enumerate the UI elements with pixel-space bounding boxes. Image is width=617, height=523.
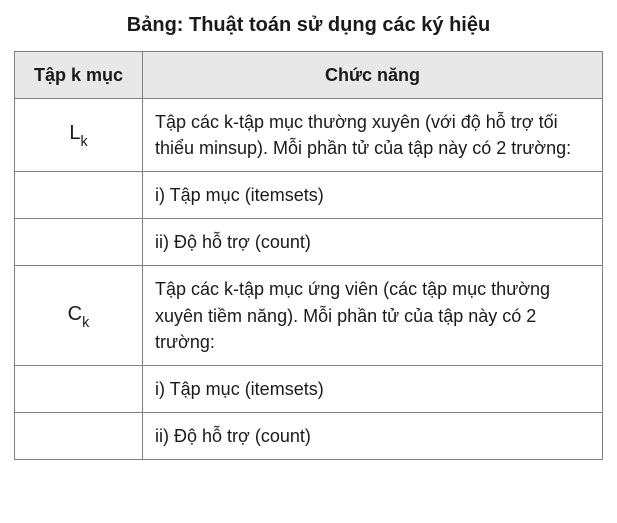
table-row: i) Tập mục (itemsets) [15,365,603,412]
header-col2: Chức năng [143,52,603,99]
desc-cell: i) Tập mục (itemsets) [143,172,603,219]
table-row: ii) Độ hỗ trợ (count) [15,412,603,459]
symbol-sub: k [82,315,89,331]
desc-cell: Tập các k-tập mục thường xuyên (với độ h… [143,99,603,172]
symbol-base: C [68,303,82,325]
symbol-cell [15,412,143,459]
table-header-row: Tập k mục Chức năng [15,52,603,99]
symbol-cell [15,172,143,219]
desc-cell: i) Tập mục (itemsets) [143,365,603,412]
table-figure: Bảng: Thuật toán sử dụng các ký hiệu Tập… [0,0,617,478]
desc-cell: Tập các k-tập mục ứng viên (các tập mục … [143,266,603,365]
symbol-base: L [69,122,80,144]
table-title: Bảng: Thuật toán sử dụng các ký hiệu [14,14,603,37]
desc-cell: ii) Độ hỗ trợ (count) [143,412,603,459]
desc-cell: ii) Độ hỗ trợ (count) [143,219,603,266]
table-row: Lk Tập các k-tập mục thường xuyên (với đ… [15,99,603,172]
symbol-cell [15,219,143,266]
symbol-cell: Ck [15,266,143,365]
table-row: Ck Tập các k-tập mục ứng viên (các tập m… [15,266,603,365]
table-row: ii) Độ hỗ trợ (count) [15,219,603,266]
header-col1: Tập k mục [15,52,143,99]
symbols-table: Tập k mục Chức năng Lk Tập các k-tập mục… [14,51,603,460]
symbol-cell: Lk [15,99,143,172]
table-row: i) Tập mục (itemsets) [15,172,603,219]
symbol-sub: k [80,134,87,150]
symbol-cell [15,365,143,412]
